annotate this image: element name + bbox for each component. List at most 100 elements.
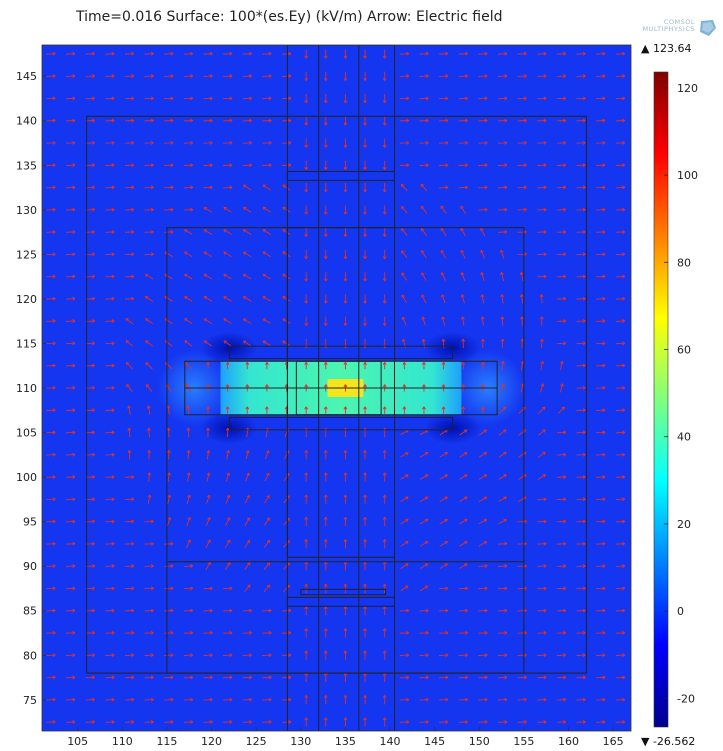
field-arrow [419, 518, 429, 525]
field-arrow [576, 675, 586, 680]
field-arrow [401, 272, 408, 281]
field-arrow [478, 720, 488, 724]
field-arrow [164, 631, 174, 635]
field-arrow [203, 96, 213, 101]
field-arrow [382, 717, 387, 727]
field-arrow [144, 273, 154, 280]
field-arrow [517, 586, 527, 591]
field-arrow [243, 206, 252, 213]
field-arrow [66, 341, 76, 346]
field-arrow [166, 516, 172, 527]
field-arrow [478, 541, 488, 547]
field-arrow [343, 294, 348, 304]
field-arrow [85, 207, 95, 212]
colorbar-tick-label: -20 [677, 692, 695, 705]
field-arrow [517, 118, 527, 123]
field-arrow [439, 74, 449, 78]
field-arrow [497, 163, 508, 168]
field-arrow [304, 361, 309, 370]
y-tick-label: 75 [23, 694, 37, 707]
field-arrow [498, 406, 507, 414]
center-shaft [286, 227, 396, 558]
field-arrow [481, 338, 485, 348]
field-arrow [419, 51, 429, 56]
field-arrow [105, 319, 115, 323]
field-arrow [164, 653, 174, 658]
field-arrow [243, 340, 252, 347]
field-arrow [304, 516, 309, 527]
field-arrow [85, 475, 95, 479]
field-arrow [184, 251, 193, 258]
field-arrow [556, 274, 567, 279]
field-arrow [124, 631, 135, 635]
field-arrow [363, 316, 367, 326]
field-arrow [223, 697, 233, 702]
field-arrow [304, 695, 309, 705]
field-arrow [441, 316, 446, 326]
field-arrow [517, 720, 527, 724]
field-arrow [144, 564, 154, 568]
field-arrow [164, 185, 174, 190]
field-arrow [419, 474, 429, 480]
field-arrow [203, 586, 213, 591]
field-arrow [46, 185, 56, 190]
field-arrow [262, 96, 272, 101]
field-arrow [439, 118, 449, 123]
field-arrow [223, 318, 232, 324]
field-arrow [458, 653, 468, 658]
field-arrow [304, 272, 309, 282]
field-arrow [596, 608, 606, 613]
field-arrow [223, 631, 233, 635]
field-arrow [304, 205, 309, 215]
field-arrow [85, 608, 95, 613]
field-arrow [615, 185, 626, 190]
field-arrow [282, 51, 292, 56]
field-arrow [537, 51, 547, 56]
field-arrow [439, 51, 449, 56]
field-arrow [460, 205, 466, 214]
field-arrow [124, 519, 135, 524]
field-arrow [264, 495, 270, 504]
field-arrow [184, 340, 193, 347]
field-arrow [85, 720, 95, 724]
field-arrow [46, 653, 56, 658]
field-arrow [242, 273, 252, 280]
field-arrow [164, 118, 174, 123]
field-arrow [144, 608, 154, 613]
field-arrow [382, 361, 387, 370]
field-arrow [206, 494, 211, 504]
field-arrow [419, 653, 429, 658]
field-arrow [439, 474, 448, 480]
field-arrow [164, 141, 174, 145]
field-arrow [419, 631, 429, 635]
field-arrow [419, 496, 429, 503]
x-tick-label: 160 [558, 735, 579, 748]
field-arrow [615, 319, 626, 323]
field-arrow [203, 697, 213, 702]
field-arrow [576, 296, 586, 301]
field-arrow [262, 296, 271, 302]
field-arrow [203, 118, 213, 123]
field-arrow [262, 631, 272, 635]
field-arrow [125, 362, 133, 370]
arrow-layer [46, 49, 626, 727]
field-arrow [382, 138, 387, 148]
field-arrow [105, 96, 115, 101]
field-arrow [400, 474, 409, 480]
field-arrow [124, 207, 135, 212]
field-arrow [282, 74, 292, 78]
field-arrow [203, 273, 213, 280]
field-arrow [497, 564, 508, 568]
field-arrow [282, 720, 292, 724]
field-arrow [537, 541, 547, 546]
field-arrow [480, 272, 485, 282]
field-arrow [144, 697, 154, 702]
x-tick-label: 130 [290, 735, 311, 748]
field-arrow [497, 185, 508, 190]
plot-title: Time=0.016 Surface: 100*(es.Ey) (kV/m) A… [76, 9, 503, 25]
field-arrow [105, 207, 115, 212]
field-arrow [480, 294, 485, 304]
field-arrow [85, 631, 95, 635]
field-arrow [556, 207, 567, 212]
field-arrow [537, 720, 547, 724]
